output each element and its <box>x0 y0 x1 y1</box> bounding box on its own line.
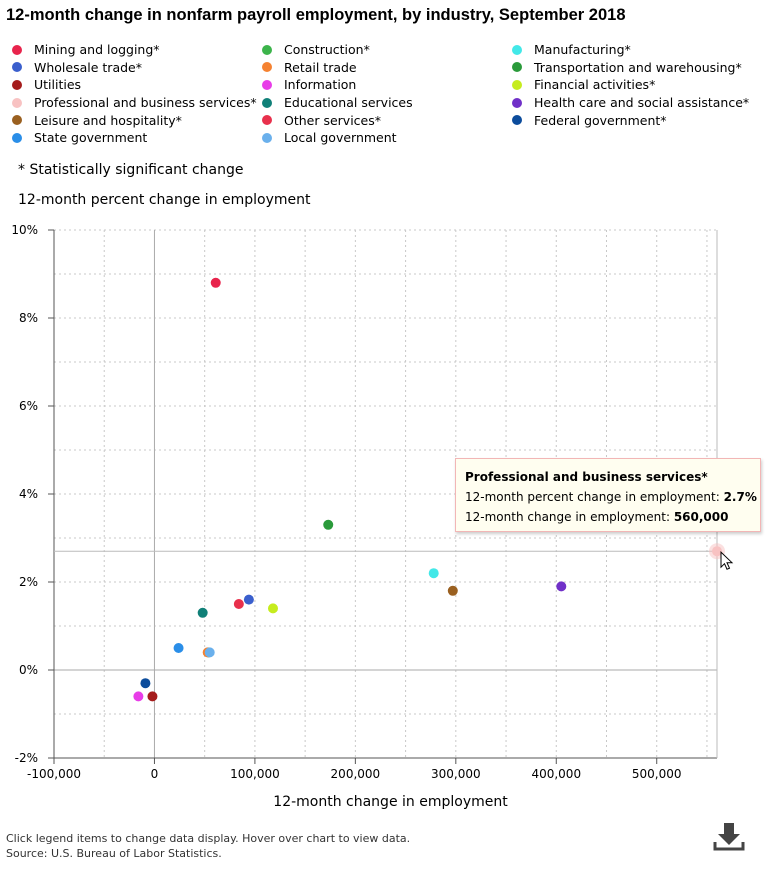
legend-marker <box>12 115 22 126</box>
chart-title: 12-month change in nonfarm payroll emplo… <box>6 6 626 24</box>
legend-item[interactable]: Federal government* <box>512 111 772 129</box>
legend-label: Utilities <box>34 77 82 93</box>
legend-label: Construction* <box>284 42 370 58</box>
legend-marker <box>512 97 522 108</box>
legend-label: Federal government* <box>534 112 667 128</box>
tooltip-percent-label: 12-month percent change in employment: <box>465 490 724 504</box>
legend-label: State government <box>34 130 148 146</box>
data-point[interactable] <box>323 519 334 530</box>
y-tick-label: 2% <box>19 575 38 589</box>
data-point[interactable] <box>197 607 208 618</box>
data-point[interactable] <box>233 599 244 609</box>
tooltip-change-label: 12-month change in employment: <box>465 510 674 524</box>
legend-label: Transportation and warehousing* <box>534 59 742 75</box>
legend-marker <box>12 97 22 108</box>
legend-item[interactable]: State government <box>12 129 262 147</box>
legend-label: Mining and logging* <box>34 42 160 58</box>
legend-item[interactable]: Retail trade <box>262 59 512 77</box>
legend-marker <box>12 62 22 73</box>
legend-item[interactable]: Local government <box>262 129 512 147</box>
footer-source: Source: U.S. Bureau of Labor Statistics. <box>6 846 222 860</box>
legend-label: Local government <box>284 130 397 146</box>
data-point[interactable] <box>447 585 458 596</box>
footer-instructions: Click legend items to change data displa… <box>6 832 411 845</box>
data-point[interactable] <box>243 594 254 605</box>
y-tick-label: 10% <box>11 223 38 237</box>
data-point[interactable] <box>556 581 567 592</box>
data-point[interactable] <box>204 647 215 658</box>
y-tick-label: 0% <box>19 663 38 677</box>
data-point[interactable] <box>210 277 221 288</box>
legend-item[interactable]: Mining and logging* <box>12 41 262 59</box>
download-icon[interactable] <box>712 822 746 852</box>
tooltip-row-percent: 12-month percent change in employment: 2… <box>465 487 760 507</box>
data-point[interactable] <box>267 603 278 614</box>
legend-marker <box>512 115 522 126</box>
legend-marker <box>12 44 22 55</box>
legend-label: Health care and social assistance* <box>534 95 750 111</box>
data-point[interactable] <box>140 678 151 689</box>
y-tick-label: -2% <box>15 751 38 765</box>
x-tick-label: -100,000 <box>27 767 81 781</box>
significance-note: * Statistically significant change <box>18 162 244 178</box>
legend-item[interactable]: Health care and social assistance* <box>512 94 772 112</box>
legend-item[interactable]: Professional and business services* <box>12 94 262 112</box>
legend-item[interactable]: Financial activities* <box>512 76 772 94</box>
legend-marker <box>262 115 272 126</box>
tooltip-percent-value: 2.7% <box>723 490 757 504</box>
legend-marker <box>512 79 522 90</box>
x-tick-label: 400,000 <box>531 767 581 781</box>
x-axis-label: 12-month change in employment <box>273 794 508 810</box>
legend-label: Information <box>284 77 357 93</box>
legend-marker <box>262 79 272 90</box>
legend-item[interactable]: Construction* <box>262 41 512 59</box>
legend-item[interactable]: Information <box>262 76 512 94</box>
y-tick-label: 8% <box>19 311 38 325</box>
x-tick-label: 200,000 <box>331 767 381 781</box>
legend-marker <box>262 62 272 73</box>
tooltip-row-change: 12-month change in employment: 560,000 <box>465 507 760 527</box>
legend-item[interactable]: Utilities <box>12 76 262 94</box>
legend-item[interactable]: Wholesale trade* <box>12 59 262 77</box>
legend-label: Manufacturing* <box>534 42 631 58</box>
legend-marker <box>12 132 22 143</box>
legend-marker <box>512 44 522 55</box>
legend-marker <box>12 79 22 90</box>
x-tick-label: 100,000 <box>230 767 280 781</box>
x-tick-label: 500,000 <box>632 767 682 781</box>
y-tick-label: 6% <box>19 399 38 413</box>
data-point[interactable] <box>147 691 158 702</box>
legend-marker <box>262 97 272 108</box>
y-tick-label: 4% <box>19 487 38 501</box>
legend-label: Educational services <box>284 95 413 111</box>
legend-label: Wholesale trade* <box>34 59 142 75</box>
legend-label: Financial activities* <box>534 77 656 93</box>
legend-marker <box>262 44 272 55</box>
legend-label: Retail trade <box>284 59 357 75</box>
legend-item[interactable]: Educational services <box>262 94 512 112</box>
x-tick-label: 300,000 <box>431 767 481 781</box>
tooltip-title: Professional and business services* <box>465 470 708 484</box>
legend-marker <box>512 62 522 73</box>
data-point[interactable] <box>173 643 184 653</box>
y-axis-label: 12-month percent change in employment <box>18 192 311 208</box>
legend-item[interactable]: Other services* <box>262 111 512 129</box>
data-point[interactable] <box>428 568 439 579</box>
footer: Click legend items to change data displa… <box>6 832 410 861</box>
legend-label: Professional and business services* <box>34 95 257 111</box>
tooltip: Professional and business services* 12-m… <box>455 458 761 532</box>
legend-marker <box>262 132 272 143</box>
legend-item[interactable]: Leisure and hospitality* <box>12 111 262 129</box>
legend-label: Other services* <box>284 112 382 128</box>
tooltip-change-value: 560,000 <box>673 510 729 524</box>
data-point[interactable] <box>133 691 144 702</box>
legend-label: Leisure and hospitality* <box>34 112 182 128</box>
legend-item[interactable]: Transportation and warehousing* <box>512 59 772 77</box>
cursor-icon <box>720 551 734 570</box>
x-tick-label: 0 <box>151 767 159 781</box>
legend: Mining and logging* Construction* Manufact… <box>12 41 772 147</box>
legend-item[interactable]: Manufacturing* <box>512 41 772 59</box>
